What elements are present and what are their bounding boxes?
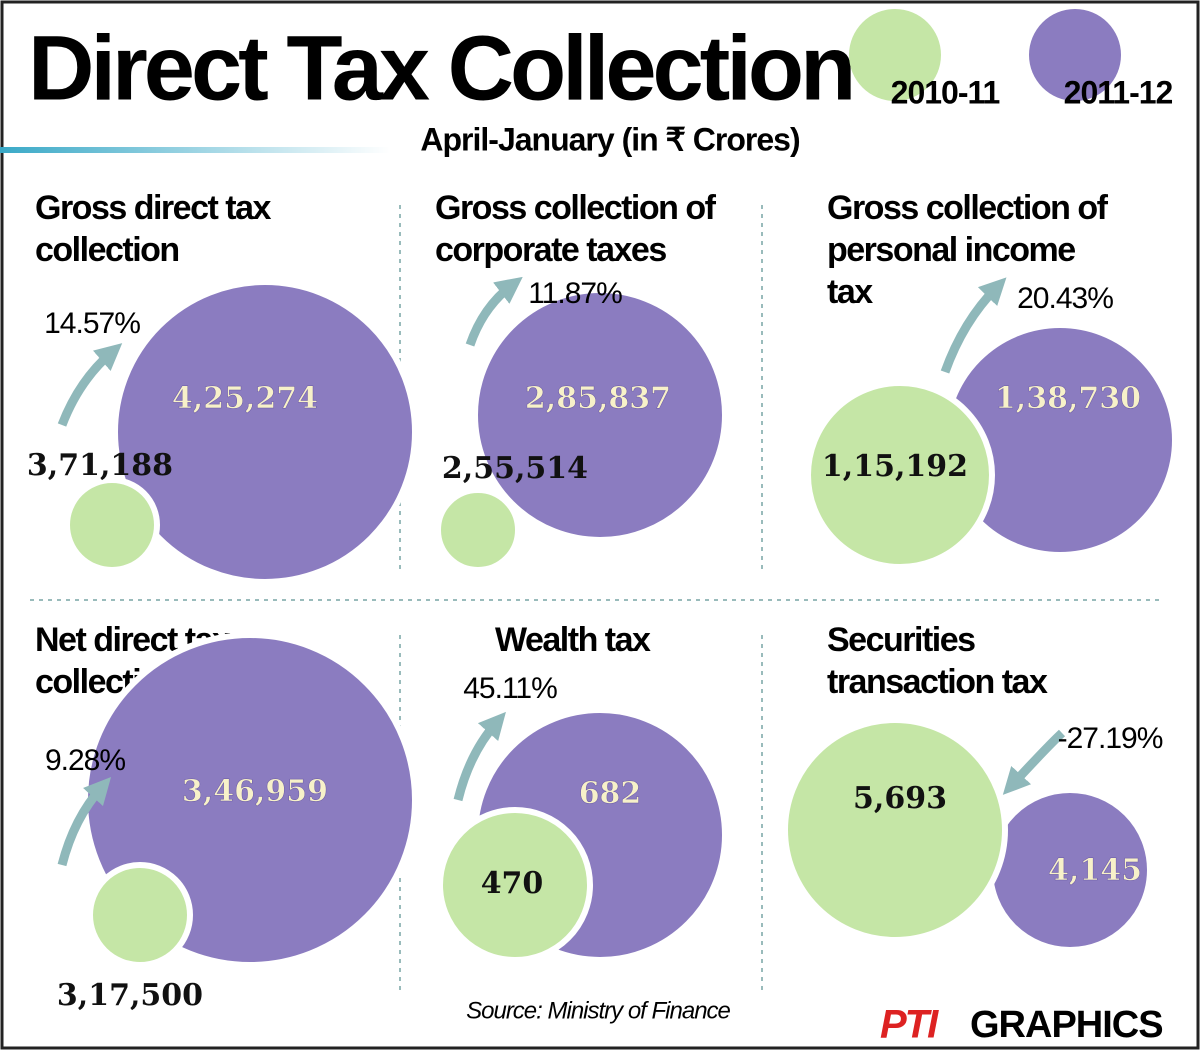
change-arrow [940, 277, 1007, 374]
panel-title: Gross collection of [827, 189, 1109, 227]
legend-label: 2010-11 [891, 74, 1000, 110]
bubble [64, 477, 160, 573]
bubble [437, 807, 593, 963]
bubble [805, 380, 995, 570]
legend-label: 2011-12 [1064, 74, 1173, 110]
bubble [112, 279, 418, 585]
legend-swatch [1029, 9, 1121, 101]
change-arrow [465, 276, 523, 347]
panel-title: transaction tax [827, 663, 1048, 701]
panel-title: Securities [827, 621, 975, 659]
bubble [435, 487, 521, 573]
value-label: 2,85,837 [525, 381, 671, 416]
source: Source: Ministry of Finance [466, 997, 730, 1024]
change-label: 14.57% [44, 307, 140, 340]
legend-swatch [849, 9, 941, 101]
panel-title: Gross direct tax [35, 189, 271, 227]
value-label: 1,15,192 [822, 449, 968, 484]
panel-title: Wealth tax [495, 621, 651, 659]
change-arrow [57, 776, 112, 867]
change-arrow [57, 343, 123, 427]
change-label: 45.11% [463, 672, 557, 705]
change-label: 20.43% [1017, 282, 1113, 315]
value-label: 1,38,730 [995, 381, 1141, 416]
panel-title: corporate taxes [435, 231, 666, 269]
panel-title: tax [827, 273, 873, 311]
subtitle: April-January (in ₹ Crores) [420, 121, 800, 157]
bubble [87, 862, 193, 968]
title: Direct Tax Collection [28, 17, 852, 119]
credit-text: GRAPHICS [970, 1004, 1163, 1046]
value-label: 3,46,959 [182, 774, 328, 809]
value-label: 5,693 [853, 781, 947, 816]
change-label: -27.19% [1058, 722, 1163, 755]
change-arrow [453, 711, 506, 802]
panel-title: collection [35, 231, 179, 269]
change-label: 11.87% [528, 277, 622, 310]
value-label: 3,71,188 [27, 448, 173, 483]
value-label: 682 [579, 776, 642, 811]
change-arrow [1002, 729, 1066, 795]
value-label: 3,17,500 [57, 978, 203, 1013]
change-label: 9.28% [45, 744, 125, 777]
credit-logo: PTI [880, 1003, 939, 1047]
value-label: 4,25,274 [172, 381, 318, 416]
bubble [782, 717, 1008, 943]
value-label: 2,55,514 [442, 451, 588, 486]
panel-title: personal income [827, 231, 1075, 269]
panel-title: Gross collection of [435, 189, 717, 227]
bubble [472, 287, 728, 543]
value-label: 470 [481, 866, 544, 901]
value-label: 4,145 [1048, 853, 1142, 888]
accent-line [0, 147, 390, 153]
